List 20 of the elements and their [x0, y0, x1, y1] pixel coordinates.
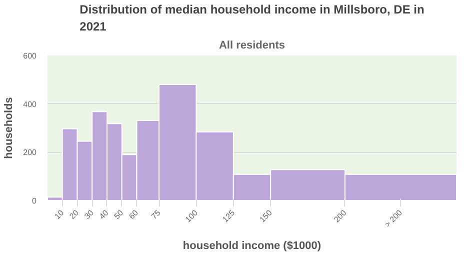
x-tick-label: 20 — [68, 208, 81, 221]
x-tick-label: 200 — [332, 208, 349, 224]
x-tick-label: > 200 — [383, 208, 404, 229]
x-axis-title: household income ($1000) — [182, 240, 322, 252]
x-tick-label: 150 — [258, 208, 274, 224]
y-tick-label: 600 — [23, 52, 38, 60]
x-tick-label: 75 — [150, 208, 163, 221]
x-tick-label: 60 — [127, 208, 140, 221]
x-tick-label: 10 — [52, 208, 66, 221]
y-axis-title: households — [3, 97, 16, 159]
x-tick-label: 40 — [98, 208, 111, 221]
x-tick-label: 50 — [112, 208, 126, 221]
y-tick-label: 400 — [23, 100, 38, 109]
x-tick-label: 125 — [220, 208, 237, 224]
x-tick-label: 30 — [82, 208, 96, 221]
y-tick-label: 0 — [32, 196, 38, 206]
x-tick-label: 100 — [184, 208, 200, 224]
chart-subtitle: All residents — [218, 40, 286, 52]
chart-title: Distribution of median household income in Millsboro, DE in 2021 — [80, 2, 424, 34]
y-tick-label: 200 — [23, 148, 38, 158]
